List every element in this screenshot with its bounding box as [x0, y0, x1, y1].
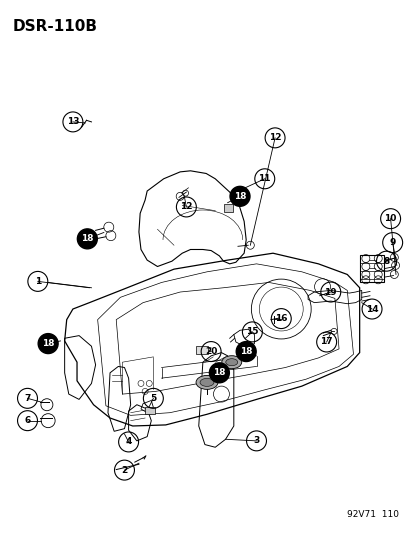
Ellipse shape — [225, 359, 237, 366]
Text: 18: 18 — [81, 235, 93, 244]
Circle shape — [77, 229, 97, 249]
Text: 1: 1 — [35, 277, 41, 286]
FancyBboxPatch shape — [196, 346, 208, 354]
Text: 20: 20 — [204, 347, 217, 356]
Text: 5: 5 — [150, 394, 156, 403]
Text: 12: 12 — [268, 133, 281, 142]
Text: 16: 16 — [274, 314, 287, 323]
Text: 12: 12 — [180, 203, 192, 212]
Text: 15: 15 — [246, 327, 258, 336]
Text: 17: 17 — [320, 337, 332, 346]
Text: 11: 11 — [258, 174, 271, 183]
FancyBboxPatch shape — [145, 407, 155, 414]
Text: DSR-110B: DSR-110B — [13, 19, 97, 34]
Text: 18: 18 — [213, 368, 225, 377]
Text: 2: 2 — [121, 466, 127, 474]
Circle shape — [209, 363, 229, 383]
Circle shape — [38, 334, 58, 353]
Ellipse shape — [196, 375, 217, 390]
Text: 3: 3 — [253, 437, 259, 446]
Text: 10: 10 — [384, 214, 396, 223]
Text: 6: 6 — [24, 416, 31, 425]
Circle shape — [230, 187, 249, 206]
Text: 7: 7 — [24, 394, 31, 403]
Text: 14: 14 — [365, 304, 377, 313]
Ellipse shape — [221, 356, 241, 369]
Text: 13: 13 — [66, 117, 79, 126]
Text: 18: 18 — [240, 347, 252, 356]
Text: 18: 18 — [42, 339, 54, 348]
Circle shape — [236, 342, 256, 361]
Text: 92V71  110: 92V71 110 — [347, 510, 399, 519]
Text: 18: 18 — [233, 192, 246, 201]
Text: 4: 4 — [125, 438, 131, 447]
Text: 8: 8 — [382, 257, 389, 265]
Text: 9: 9 — [389, 238, 395, 247]
Ellipse shape — [199, 378, 214, 386]
FancyBboxPatch shape — [223, 204, 233, 212]
Text: 19: 19 — [324, 287, 336, 296]
